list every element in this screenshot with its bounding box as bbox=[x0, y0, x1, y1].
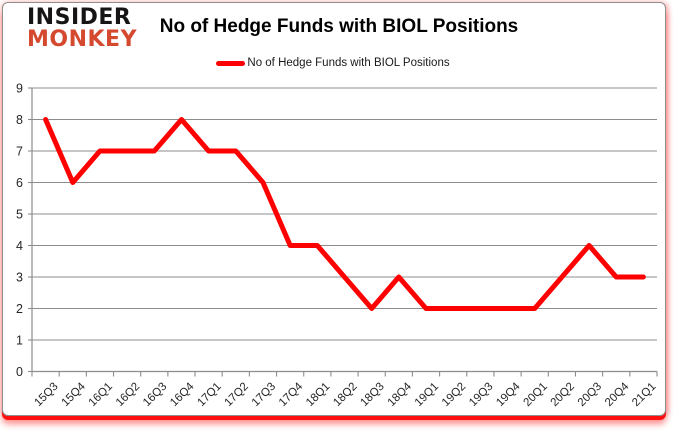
x-axis-label-18Q1: 18Q1 bbox=[304, 381, 332, 409]
y-axis-label-2: 2 bbox=[16, 302, 23, 316]
x-axis-label-16Q2: 16Q2 bbox=[114, 381, 142, 409]
x-axis-label-20Q4: 20Q4 bbox=[603, 380, 632, 409]
x-axis-label-18Q2: 18Q2 bbox=[331, 381, 359, 409]
x-axis-label-19Q2: 19Q2 bbox=[440, 381, 468, 409]
x-axis-label-17Q2: 17Q2 bbox=[223, 381, 251, 409]
x-axis-label-18Q4: 18Q4 bbox=[386, 380, 415, 409]
y-axis-label-4: 4 bbox=[16, 239, 23, 253]
x-axis-label-17Q1: 17Q1 bbox=[195, 381, 223, 409]
series-line-0 bbox=[43, 117, 646, 311]
x-axis-label-20Q1: 20Q1 bbox=[521, 381, 549, 409]
x-axis-label-16Q1: 16Q1 bbox=[87, 381, 115, 409]
y-axis-label-6: 6 bbox=[16, 176, 23, 190]
y-axis-label-8: 8 bbox=[16, 113, 23, 127]
x-axis-label-18Q3: 18Q3 bbox=[358, 381, 386, 409]
x-axis-label-16Q4: 16Q4 bbox=[168, 380, 197, 409]
chart-title: No of Hedge Funds with BIOL Positions bbox=[159, 16, 519, 37]
x-axis-label-20Q3: 20Q3 bbox=[576, 381, 604, 409]
x-axis-label-19Q3: 19Q3 bbox=[467, 381, 495, 409]
x-axis-label-21Q1: 21Q1 bbox=[630, 381, 658, 409]
y-axis-label-0: 0 bbox=[16, 365, 23, 379]
logo-word-monkey: MONKEY bbox=[27, 26, 138, 52]
y-axis-label-1: 1 bbox=[16, 334, 23, 348]
x-axis-label-19Q4: 19Q4 bbox=[494, 380, 523, 409]
x-axis-label-19Q1: 19Q1 bbox=[413, 381, 441, 409]
x-axis-label-17Q4: 17Q4 bbox=[277, 380, 306, 409]
legend-label: No of Hedge Funds with BIOL Positions bbox=[247, 57, 450, 69]
logo-word-insider: INSIDER bbox=[27, 5, 132, 30]
y-axis-label-7: 7 bbox=[16, 145, 23, 159]
x-axis-label-17Q3: 17Q3 bbox=[250, 381, 278, 409]
x-axis-label-15Q4: 15Q4 bbox=[59, 380, 88, 409]
x-axis-label-15Q3: 15Q3 bbox=[32, 381, 60, 409]
x-axis-label-16Q3: 16Q3 bbox=[141, 381, 169, 409]
insider-monkey-logo: INSIDER MONKEY bbox=[27, 7, 137, 50]
x-axis-label-20Q2: 20Q2 bbox=[549, 381, 577, 409]
y-axis-label-3: 3 bbox=[16, 271, 23, 285]
y-axis-label-5: 5 bbox=[16, 208, 23, 222]
legend-line-swatch bbox=[216, 60, 246, 66]
y-axis-label-9: 9 bbox=[16, 82, 23, 96]
legend: No of Hedge Funds with BIOL Positions bbox=[0, 57, 666, 69]
chart-card bbox=[2, 2, 666, 416]
